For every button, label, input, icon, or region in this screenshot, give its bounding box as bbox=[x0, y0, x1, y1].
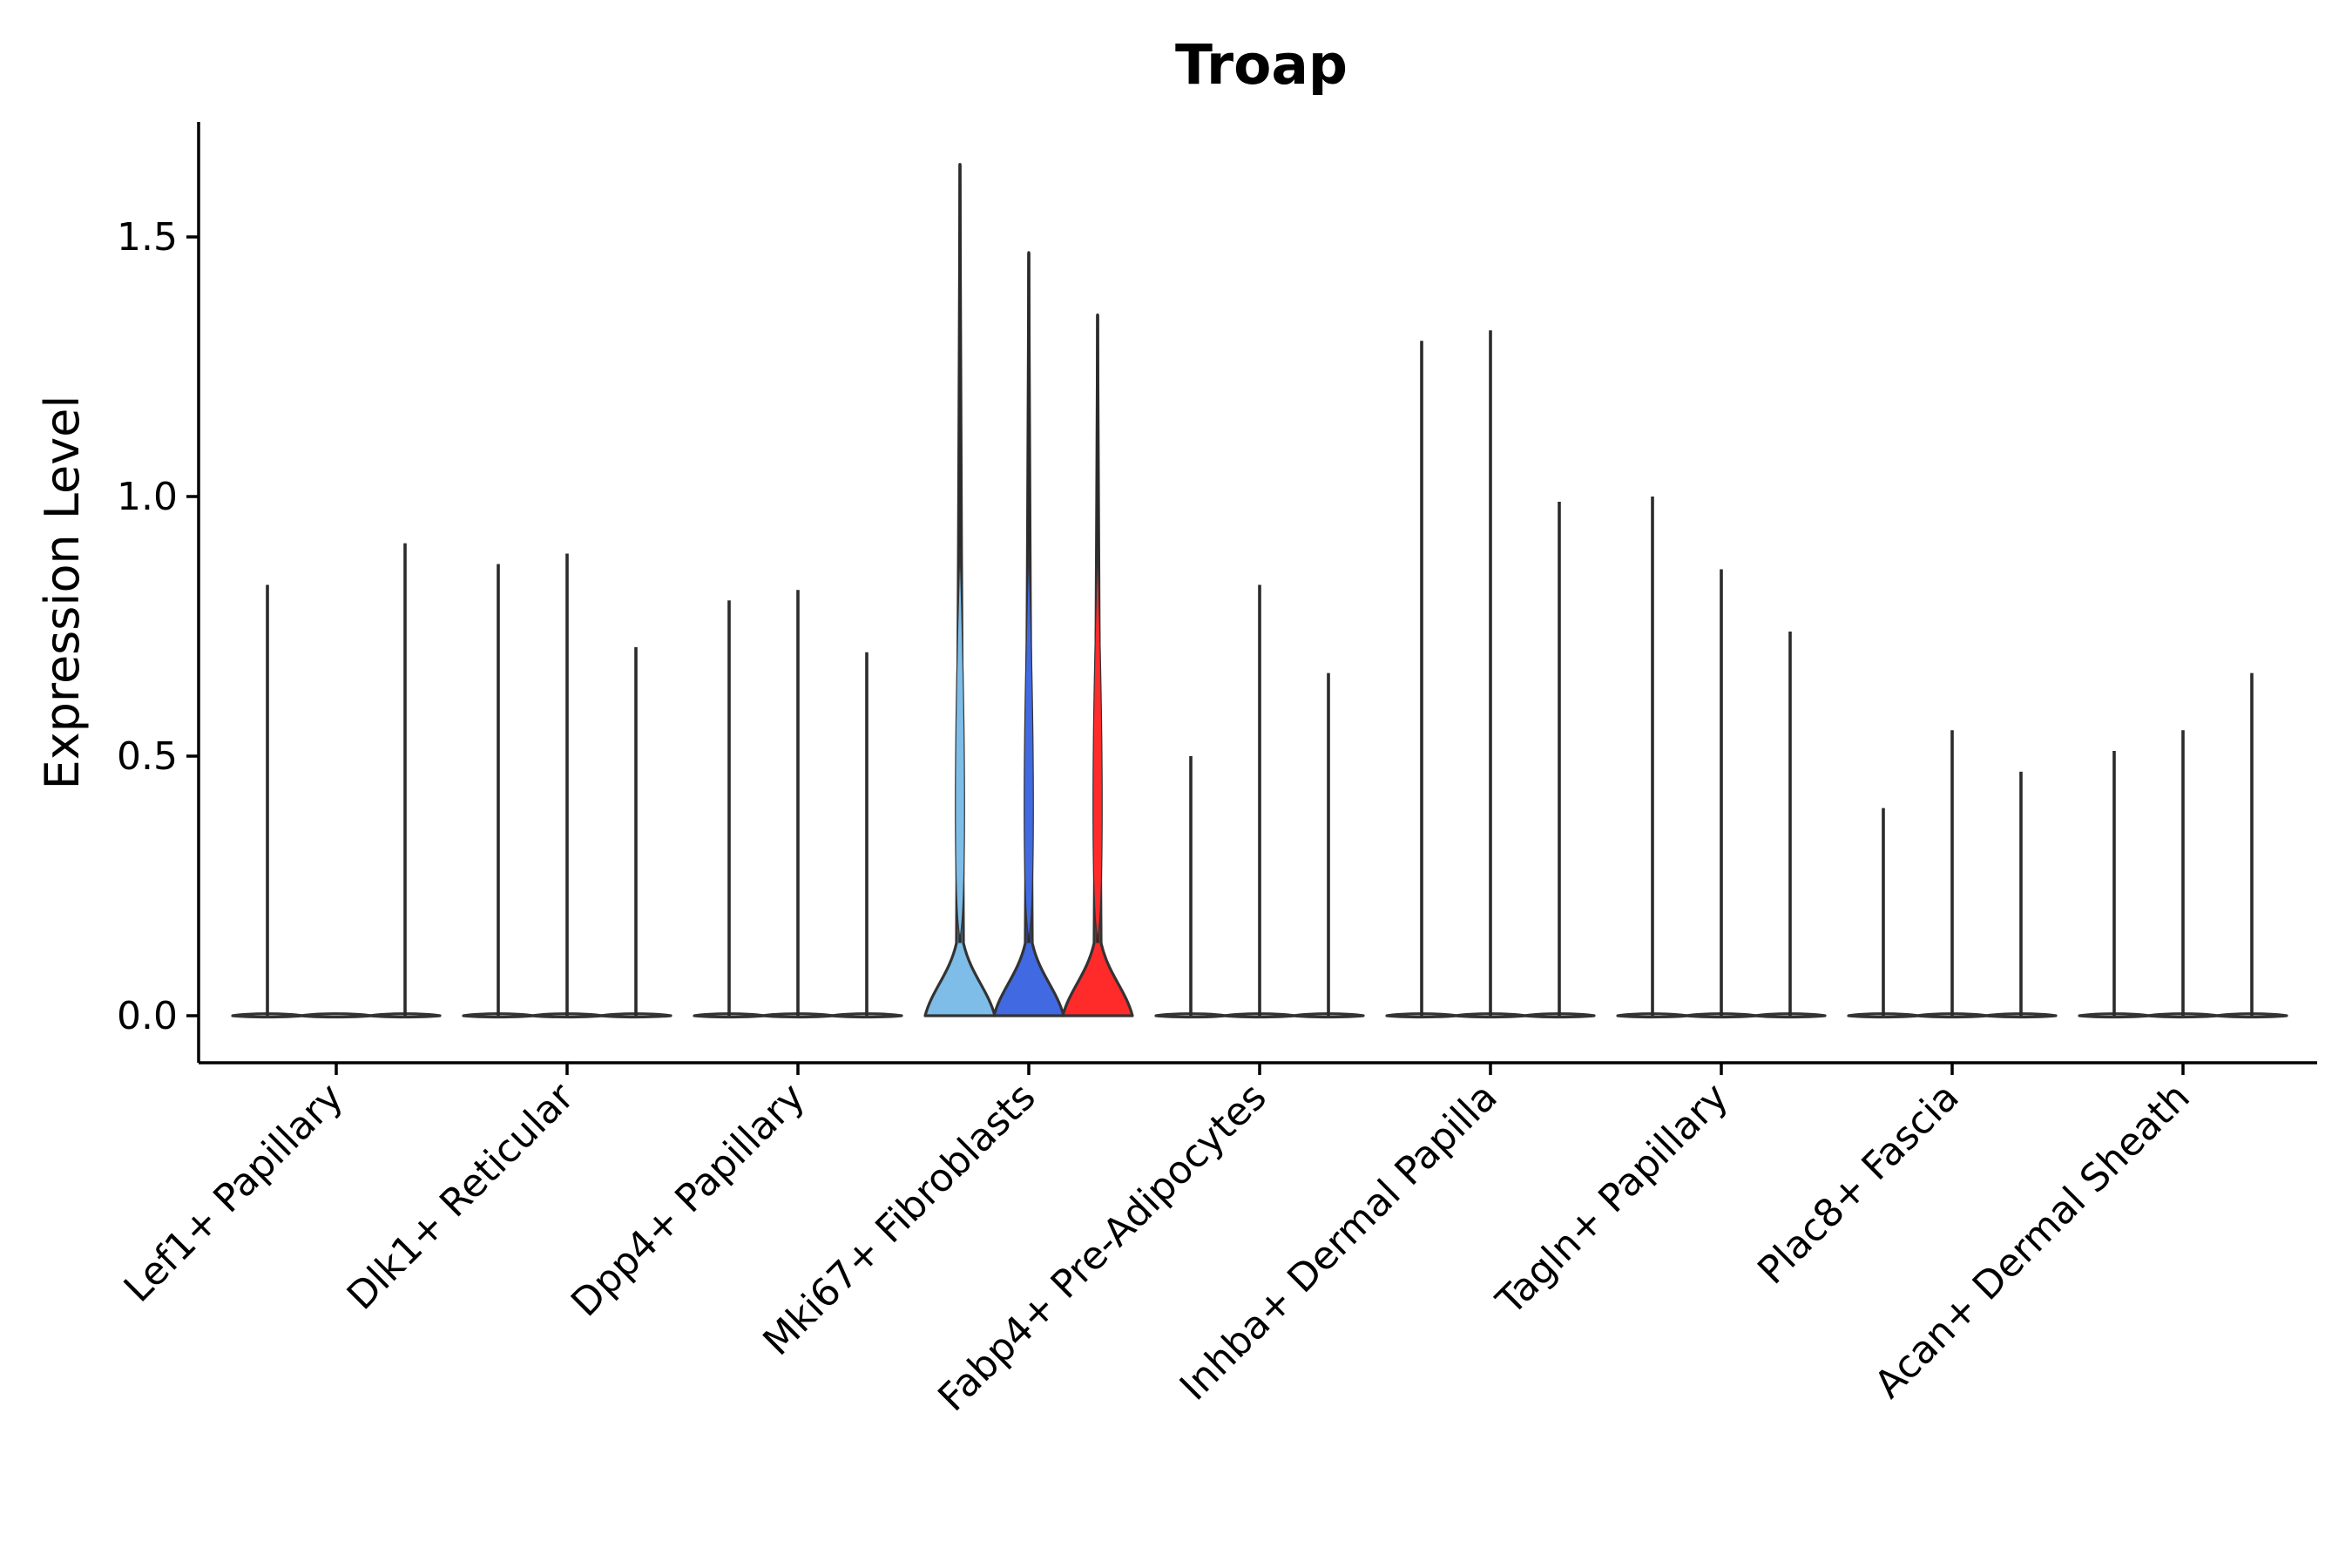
y-tick-label: 0.5 bbox=[117, 734, 178, 779]
violin-group bbox=[231, 543, 442, 1019]
violin bbox=[1754, 1012, 1827, 1019]
y-tick-label: 1.5 bbox=[117, 215, 178, 260]
violin-group bbox=[1385, 330, 1596, 1019]
violin bbox=[599, 1012, 672, 1019]
x-tick-label: Plac8+ Fascia bbox=[1749, 1075, 1968, 1294]
violin-group bbox=[2078, 672, 2288, 1019]
x-tick-label: Lef1+ Papillary bbox=[116, 1075, 352, 1311]
y-axis-label: Expression Level bbox=[35, 395, 90, 790]
violin-group bbox=[1616, 497, 1827, 1019]
violin bbox=[830, 1012, 903, 1019]
y-axis: 0.0 0.5 1.0 1.5 bbox=[117, 122, 200, 1063]
chart-title: Troap bbox=[1175, 33, 1348, 97]
violin-bulge bbox=[1024, 548, 1034, 938]
x-tick-label: Tagln+ Papillary bbox=[1488, 1075, 1737, 1324]
violin-group bbox=[462, 553, 672, 1019]
violin bbox=[368, 1012, 442, 1019]
violin bbox=[2215, 1012, 2288, 1019]
violin bbox=[1984, 1012, 2058, 1019]
y-tick-label: 0.0 bbox=[117, 994, 178, 1038]
violin bbox=[1523, 1012, 1596, 1019]
violin-bulge bbox=[955, 548, 965, 938]
plot-area bbox=[231, 162, 2288, 1019]
y-tick-label: 1.0 bbox=[117, 475, 178, 519]
violin-group bbox=[693, 590, 903, 1019]
violin bbox=[1292, 1012, 1365, 1019]
violin-group bbox=[1847, 730, 2058, 1019]
x-tick-label: Dpp4+ Papillary bbox=[563, 1075, 814, 1326]
x-tick-label: Dlk1+ Reticular bbox=[339, 1074, 584, 1319]
violin-group bbox=[923, 162, 1134, 1017]
violin-group bbox=[1154, 585, 1365, 1019]
violin bbox=[300, 1012, 373, 1019]
violin-bulge bbox=[1092, 548, 1103, 938]
